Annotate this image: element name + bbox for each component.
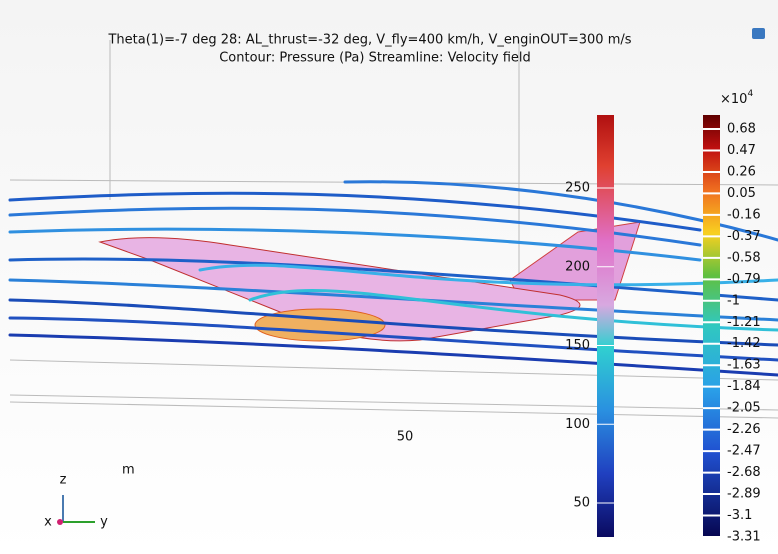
colorbar-tick-label: -3.1 [727, 508, 752, 523]
colorbar-tick-label: -1.42 [727, 336, 761, 351]
colorbar-tick-label: -0.58 [727, 250, 761, 265]
colorbar-tick-label: -1.21 [727, 315, 761, 330]
multiplier-exponent: 4 [747, 89, 753, 99]
velocity-colorbar [597, 115, 614, 537]
colorbar-tick-label: -0.79 [727, 272, 761, 287]
colorbar-tick-label: -2.68 [727, 465, 761, 480]
colorbar-tick-label: 0.68 [727, 122, 756, 137]
scene-axis-tick: 50 [397, 430, 414, 445]
colorbar-tick-label: -1 [727, 293, 740, 308]
colorbar-tick-label: 100 [565, 417, 590, 432]
colorbar-tick-label: 150 [565, 338, 590, 353]
triad-label: z [60, 473, 67, 488]
title-line: Theta(1)=-7 deg 28: AL_thrust=-32 deg, V… [107, 33, 631, 48]
colorbar-tick-label: -2.89 [727, 487, 761, 502]
colorbar-tick-label: -0.16 [727, 207, 761, 222]
graphics-window: Theta(1)=-7 deg 28: AL_thrust=-32 deg, V… [0, 0, 778, 554]
pressure-colorbar [703, 115, 720, 537]
title-line: Contour: Pressure (Pa) Streamline: Veloc… [219, 51, 531, 66]
colorbar-tick-label: 0.26 [727, 164, 756, 179]
colorbar-tick-label: 250 [565, 181, 590, 196]
triad-label: y [100, 515, 108, 530]
colorbar-tick-label: 200 [565, 259, 590, 274]
colorbar-tick-label: 50 [573, 496, 590, 511]
multiplier-base: ×10 [720, 92, 747, 107]
colorbar-tick-label: 0.05 [727, 186, 756, 201]
colorbar-tick-label: -1.63 [727, 358, 761, 373]
colorbar-tick-label: -0.37 [727, 229, 761, 244]
colorbar-tick-label: -2.05 [727, 401, 761, 416]
triad-label: x [44, 515, 52, 530]
colorbar-tick-label: -1.84 [727, 379, 761, 394]
toolbar-icon[interactable] [752, 28, 765, 39]
colorbar-tick-label: -2.47 [727, 444, 761, 459]
colorbar-tick-label: -2.26 [727, 422, 761, 437]
colorbar-tick-label: -3.31 [727, 530, 761, 545]
triad-x [57, 519, 63, 525]
colorbar-tick-label: 0.47 [727, 143, 756, 158]
scene-axis-unit: m [122, 463, 135, 478]
